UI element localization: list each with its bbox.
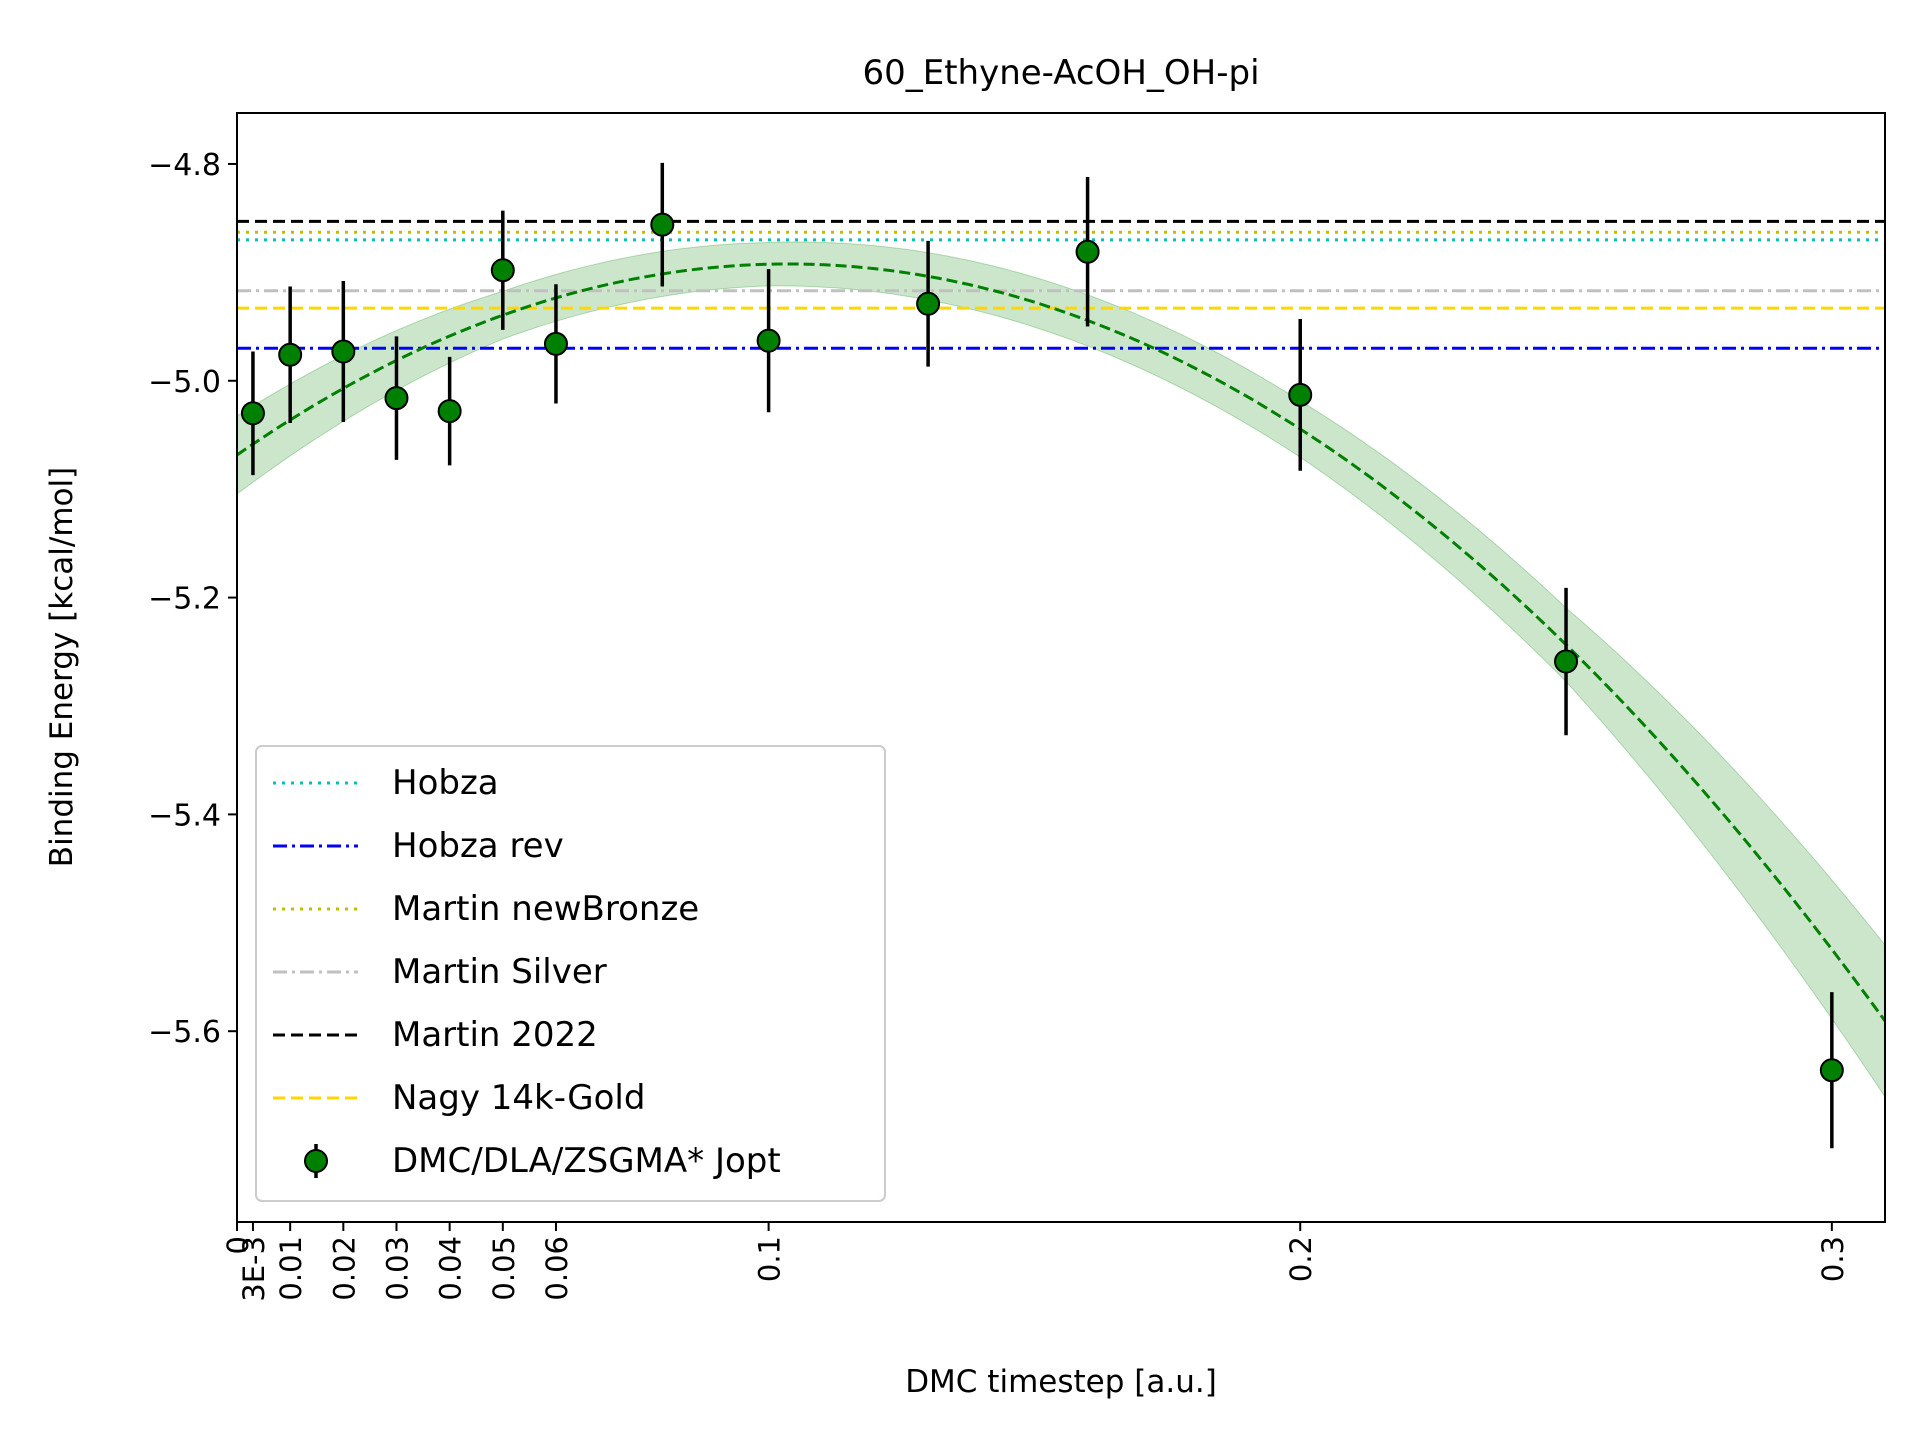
y-axis-label: Binding Energy [kcal/mol] [44,467,80,867]
plot-frame [236,112,1886,1223]
data-marker [278,342,303,367]
y-axis: −4.8 −5.0 −5.2 −5.4 −5.6 [148,148,237,1050]
data-marker [331,339,356,364]
y-tick-label: −4.8 [148,148,221,183]
legend-label: Hobza rev [392,826,564,866]
data-marker [756,328,781,353]
legend-label: Martin 2022 [392,1015,598,1055]
fit-curve [237,262,1885,1022]
data-marker [916,291,941,316]
data-point [278,286,303,424]
data-point [437,356,462,466]
reference-lines-layer [237,219,1885,350]
data-point [916,240,941,367]
plot-area [237,162,1885,1149]
fit-line-layer [237,262,1885,1022]
legend-marker [304,1144,328,1178]
x-axis: 03E-3 0.01 0.02 0.03 0.04 0.05 0.06 0.1 0.2 0.3 [221,1222,1850,1302]
legend-entries: Hobza Hobza rev Martin newBronze Martin Sil… [273,763,781,1181]
chart-title: 60_Ethyne-AcOH_OH-pi [862,53,1259,93]
x-tick-label: 0.03 [380,1236,414,1301]
data-marker [1819,1058,1844,1083]
data-marker [1554,649,1579,674]
x-tick-label: 0.2 [1284,1236,1318,1282]
data-point [756,269,781,413]
data-point [384,336,409,460]
legend-box [255,745,886,1202]
legend-point [304,1149,328,1173]
x-tick-label: 0.01 [274,1236,308,1301]
legend: Hobza Hobza rev Martin newBronze Martin Sil… [255,745,886,1202]
x-tick-label: 0.06 [540,1236,574,1301]
data-points-layer [240,162,1844,1149]
data-point [650,162,675,287]
data-marker [543,331,568,356]
data-point [240,351,265,476]
data-marker [1288,382,1313,407]
data-marker [240,401,265,426]
x-tick-label: 0.02 [327,1236,361,1301]
data-marker [490,258,515,283]
data-point [1554,587,1579,736]
legend-label: Nagy 14k-Gold [392,1078,645,1118]
legend-label: Hobza [392,763,499,803]
x-tick-label: 0.04 [434,1236,468,1301]
data-point [331,281,356,422]
data-point [1075,176,1100,327]
data-point [1288,318,1313,471]
x-tick-label: 0.05 [487,1236,521,1301]
legend-label: Martin newBronze [392,889,699,929]
data-marker [1075,239,1100,264]
y-tick-label: −5.4 [148,798,221,833]
data-point [543,284,568,404]
y-tick-label: −5.6 [148,1015,221,1050]
data-marker [650,212,675,237]
y-tick-label: −5.2 [148,582,221,617]
data-marker [384,386,409,411]
x-tick-label: 3E-3 [237,1236,271,1302]
data-point [1819,992,1844,1149]
x-axis-label: DMC timestep [a.u.] [905,1364,1217,1400]
x-tick-label: 0.3 [1816,1236,1850,1282]
x-tick-label: 0.1 [753,1236,787,1282]
legend-label: DMC/DLA/ZSGMA* Jopt [392,1141,781,1181]
data-point [490,210,515,330]
x-tick-label: 0 [221,1236,255,1254]
legend-label: Martin Silver [392,952,607,992]
fit-band-layer [237,241,1885,1098]
y-tick-label: −5.0 [148,365,221,400]
data-marker [437,399,462,424]
fit-confidence-band [237,241,1885,1098]
